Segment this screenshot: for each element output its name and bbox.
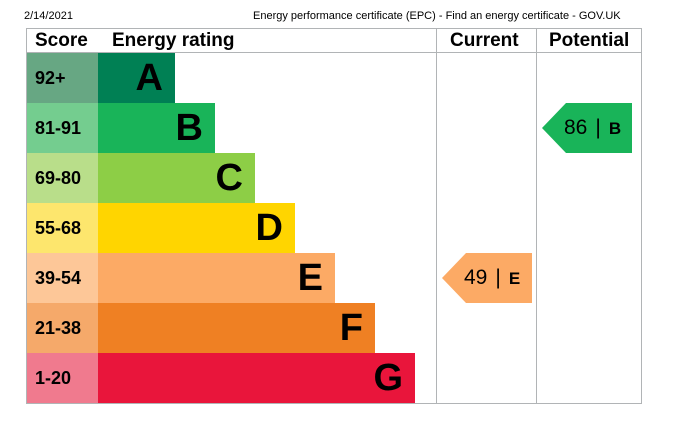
band-bar-a: A [98,53,175,103]
column-header-current: Current [450,30,519,51]
band-bar-e: E [98,253,335,303]
band-letter-f: F [339,307,363,349]
band-score-f: 21-38 [27,303,98,353]
band-bar-b: B [98,103,215,153]
potential-rating-text: 86 | B [564,103,621,153]
band-letter-b: B [175,107,203,149]
column-header-score: Score [35,30,88,51]
potential-rating-arrow: 86 | B [542,103,632,153]
print-date: 2/14/2021 [24,10,73,22]
divider-potential [536,28,537,404]
band-letter-g: G [373,357,403,399]
band-score-d: 55-68 [27,203,98,253]
band-letter-e: E [297,257,323,299]
band-score-e: 39-54 [27,253,98,303]
potential-arrow-shape [542,103,632,153]
chart-frame [26,28,642,404]
band-bar-d: D [98,203,295,253]
band-letter-d: D [255,207,283,249]
potential-rating-separator: | [595,116,601,139]
current-arrow-shape [442,253,532,303]
column-header-potential: Potential [549,30,630,51]
band-letter-a: A [135,57,163,99]
band-bar-g: G [98,353,415,403]
print-title: Energy performance certificate (EPC) - F… [253,10,621,22]
current-rating-separator: | [495,266,501,289]
current-rating-arrow: 49 | E [442,253,532,303]
divider-current [436,28,437,404]
epc-chart: Score Energy rating Current Potential 92… [26,28,642,404]
band-bar-c: C [98,153,255,203]
band-score-a: 92+ [27,53,98,103]
band-score-g: 1-20 [27,353,98,403]
potential-rating-letter: B [608,119,622,138]
current-rating-text: 49 | E [464,253,520,303]
header-divider [26,52,642,53]
potential-rating-value: 86 [564,116,588,139]
band-bar-f: F [98,303,375,353]
current-rating-value: 49 [464,266,488,289]
band-score-c: 69-80 [27,153,98,203]
column-header-rating: Energy rating [112,30,235,51]
band-score-b: 81-91 [27,103,98,153]
current-rating-letter: E [508,269,521,288]
band-letter-c: C [215,157,243,199]
